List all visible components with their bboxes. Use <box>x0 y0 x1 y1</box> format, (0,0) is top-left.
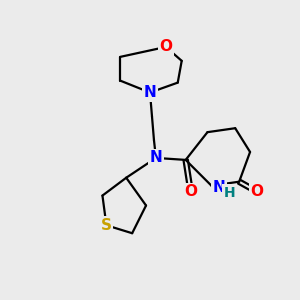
Text: S: S <box>101 218 112 233</box>
Text: O: O <box>184 184 197 199</box>
Text: O: O <box>159 40 172 55</box>
Text: N: N <box>150 150 162 165</box>
Text: N: N <box>213 180 226 195</box>
Text: O: O <box>250 184 263 199</box>
Text: N: N <box>144 85 156 100</box>
Text: H: H <box>224 186 235 200</box>
